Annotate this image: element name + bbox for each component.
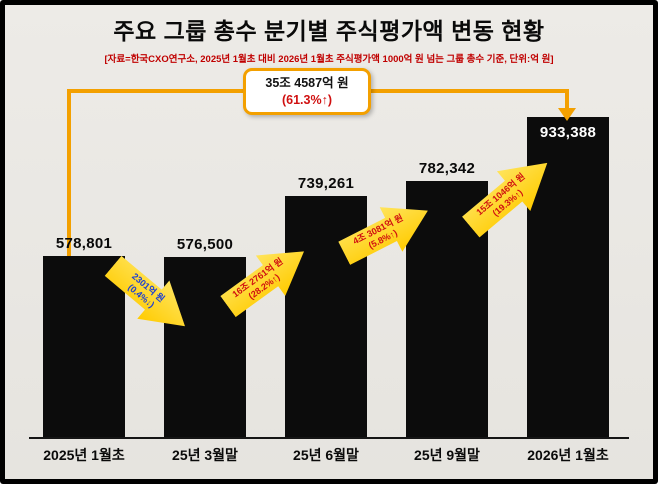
bar-value-1: 578,801: [55, 235, 113, 252]
bar-value-4: 782,342: [418, 160, 476, 177]
x-label-5: 2026년 1월초: [527, 447, 609, 463]
x-axis-line: [29, 437, 629, 439]
bar-value-3: 739,261: [297, 175, 355, 192]
page-title: 주요 그룹 총수 분기별 주식평가액 변동 현황: [113, 18, 545, 44]
x-label-3: 25년 6월말: [293, 447, 359, 463]
bar-value-2: 576,500: [176, 236, 234, 253]
bar-2025-jan: [43, 256, 125, 437]
bar-2025-mar: [164, 257, 246, 437]
total-change-callout: 35조 4587억 원 (61.3%↑): [243, 68, 371, 115]
x-label-4: 25년 9월말: [414, 447, 480, 463]
bar-value-5: 933,388: [539, 124, 597, 141]
x-label-2: 25년 3월말: [172, 447, 238, 463]
down-arrow-icon: [558, 108, 576, 121]
total-change-percent: (61.3%↑): [281, 92, 333, 107]
connector-left-segment: [67, 89, 71, 256]
total-change-amount: 35조 4587억 원: [265, 75, 349, 90]
x-label-1: 2025년 1월초: [43, 447, 125, 463]
source-note: [자료=한국CXO연구소, 2025년 1월초 대비 2026년 1월초 주식평…: [104, 54, 554, 65]
chart-background: 주요 그룹 총수 분기별 주식평가액 변동 현황 [자료=한국CXO연구소, 2…: [5, 5, 653, 479]
connector-right-segment: [565, 89, 569, 109]
